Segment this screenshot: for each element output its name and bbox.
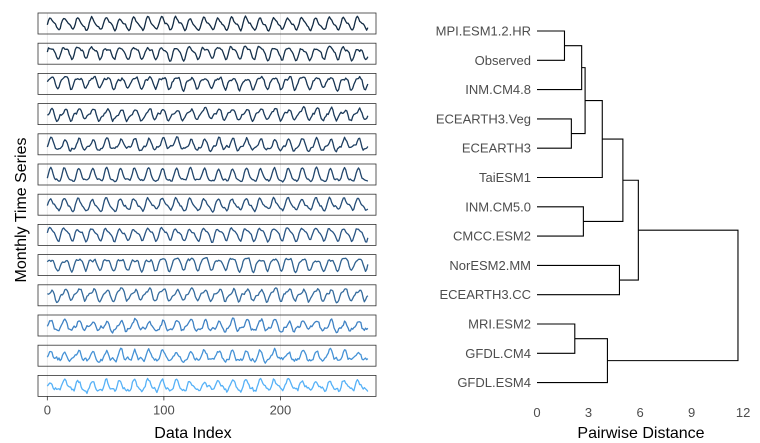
dendrogram-link [571,67,586,135]
time-series-strip [37,284,377,307]
dendrogram-link [537,264,621,296]
dendrogram-link [537,100,603,179]
dendrogram-link [537,338,608,384]
strip-frame [37,314,377,337]
dendrogram-leaf-label: NorESM2.MM [449,258,531,273]
time-series-line [46,226,369,244]
dendrogram-leaf-label: MPI.ESM1.2.HR [436,24,531,39]
dendrogram-leaf-label: ECEARTH3.Veg [436,111,531,126]
time-series-line [47,105,369,123]
time-series-strip [37,42,377,65]
dendrogram-leaf-label: GFDL.CM4 [465,346,531,361]
time-series-strips [37,12,377,397]
dendrogram-leaf-labels: MPI.ESM1.2.HR Observed INM.CM4.8 ECEARTH3.V… [436,24,531,391]
time-series-line [46,377,369,395]
strip-frame [37,103,377,125]
dendrogram-link [537,323,576,354]
time-series-line [46,256,369,274]
time-series-y-axis-title: Monthly Time Series [13,138,30,283]
time-series-panel: 0 100 200 Data Index Monthly Time Series [13,12,377,442]
time-series-strip [37,103,377,125]
time-series-strip [37,374,377,397]
time-series-line [46,317,369,334]
time-series-line [46,45,369,62]
time-series-strip [37,193,377,216]
dendrogram-link [583,138,624,222]
dendrogram-x-tick-label: 6 [636,405,643,420]
dendrogram-x-axis-title: Pairwise Distance [577,425,704,442]
dendrogram-link [537,118,572,149]
time-series-x-axis-title: Data Index [154,425,231,442]
time-series-strip [37,344,377,367]
dendrogram-panel: MPI.ESM1.2.HR Observed INM.CM4.8 ECEARTH3.V… [436,24,751,443]
dendrogram-x-tick-label: 9 [688,405,695,420]
dendrogram-x-tick-label: 3 [585,405,592,420]
dendrogram-leaf-label: ECEARTH3 [462,141,531,156]
strip-frame [37,12,377,35]
dendrogram-link [537,206,584,237]
strip-frame [37,284,377,307]
dendrogram-link [537,45,583,91]
dendrogram-leaf-label: ECEARTH3.CC [439,287,531,302]
strip-frame [37,163,377,186]
dendrogram-link [537,30,566,61]
dendrogram-leaf-label: INM.CM5.0 [465,199,531,214]
strip-frame [37,254,377,277]
strip-frame [37,374,377,397]
time-series-strip [37,314,377,337]
time-series-line [46,166,369,183]
strip-frame [37,42,377,65]
time-series-x-tick-label: 200 [270,402,292,417]
strip-frame [37,193,377,216]
time-series-strip [37,163,377,186]
dendrogram-links [537,30,739,384]
dendrogram-x-tick-label: 0 [533,405,540,420]
time-series-x-axis: 0 100 200 [44,396,292,417]
time-series-x-tick-label: 100 [153,402,175,417]
time-series-strip [37,254,377,277]
strip-frame [37,73,377,95]
strip-frame [37,344,377,367]
dendrogram-leaf-label: INM.CM4.8 [465,82,531,97]
time-series-line [46,136,369,153]
time-series-strip [37,223,377,246]
dendrogram-x-axis: 0 3 6 9 12 [533,405,750,420]
dendrogram-leaf-label: GFDL.ESM4 [457,375,531,390]
time-series-x-tick-label: 0 [44,402,51,417]
time-series-line [46,15,369,32]
strip-frame [37,223,377,246]
dendrogram-x-tick-label: 12 [736,405,750,420]
dendrogram-leaf-label: MRI.ESM2 [468,317,531,332]
dendrogram-leaf-label: TaiESM1 [479,170,531,185]
time-series-line [46,347,369,364]
time-series-line [46,75,369,93]
time-series-line [46,196,369,213]
time-series-strip [37,73,377,95]
time-series-strip [37,133,377,156]
strip-frame [37,133,377,156]
dendrogram-leaf-label: CMCC.ESM2 [453,229,531,244]
time-series-line [47,287,369,304]
time-series-strip [37,12,377,35]
dendrogram-leaf-label: Observed [475,53,531,68]
dendrogram-link [607,229,739,362]
dendrogram-link [619,179,639,281]
